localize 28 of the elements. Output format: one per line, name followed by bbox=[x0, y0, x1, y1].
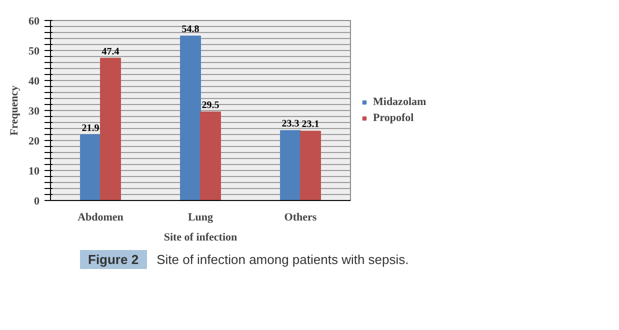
y-tick-label: 40 bbox=[28, 76, 40, 88]
data-label: 21.9 bbox=[82, 122, 100, 134]
x-tick-label: Abdomen bbox=[78, 212, 124, 224]
data-label: 54.8 bbox=[182, 24, 200, 36]
data-label: 47.4 bbox=[102, 46, 120, 58]
bar bbox=[280, 130, 301, 200]
x-axis-title: Site of infection bbox=[164, 232, 238, 244]
legend-label: Propofol bbox=[373, 112, 414, 124]
y-tick-label: 30 bbox=[28, 106, 40, 118]
bar bbox=[80, 134, 101, 200]
legend-label: Midazolam bbox=[373, 96, 426, 108]
text: Site of infection among patients with sepsis. bbox=[156, 252, 409, 267]
data-label: 23.3 bbox=[282, 118, 300, 130]
y-tick-label: 0 bbox=[34, 196, 40, 208]
y-tick-label: 10 bbox=[28, 166, 40, 178]
x-tick-label: Others bbox=[284, 212, 318, 224]
bar bbox=[200, 112, 221, 200]
bar bbox=[300, 130, 321, 200]
y-axis-title: Frequency bbox=[8, 85, 20, 136]
y-tick-label: 50 bbox=[28, 46, 40, 58]
caption: Figure 2 bbox=[80, 250, 147, 269]
x-tick-label: Lung bbox=[188, 212, 214, 224]
data-label: 23.1 bbox=[302, 119, 320, 130]
bar bbox=[180, 36, 201, 200]
data-label: 29.5 bbox=[202, 100, 220, 111]
bar bbox=[100, 58, 121, 200]
y-tick-label: 60 bbox=[28, 16, 40, 28]
y-tick-label: 20 bbox=[28, 136, 40, 148]
